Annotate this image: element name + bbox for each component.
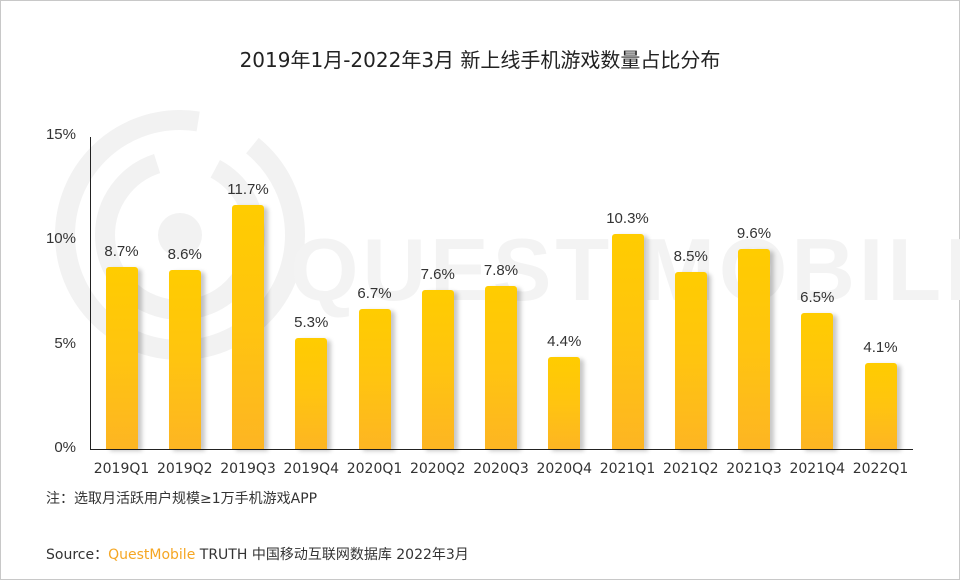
- x-tick-label: 2019Q2: [156, 461, 213, 477]
- y-axis: [90, 137, 91, 450]
- x-tick-label: 2021Q4: [789, 461, 846, 477]
- x-tick-label: 2021Q3: [726, 461, 782, 477]
- x-tick-label: 2019Q3: [220, 461, 276, 477]
- y-tick-label: 0%: [54, 439, 76, 456]
- x-tick-label: 2019Q1: [93, 461, 150, 477]
- x-tick-label: 2021Q1: [599, 461, 656, 477]
- bar-value-label: 7.6%: [420, 266, 455, 284]
- x-tick-label: 2021Q2: [662, 461, 719, 477]
- bar-value-label: 6.5%: [800, 289, 835, 307]
- bar-value-label: 5.3%: [294, 314, 329, 332]
- bar-value-label: 9.6%: [736, 224, 772, 242]
- bar-2019Q4: [295, 338, 328, 449]
- x-tick-label: 2019Q4: [283, 461, 340, 477]
- bar-2022Q1: [864, 363, 897, 449]
- source-line: Source：QuestMobile TRUTH 中国移动互联网数据库 2022…: [46, 544, 469, 564]
- bar-value-label: 7.8%: [483, 262, 519, 280]
- y-tick-label: 5%: [54, 334, 76, 352]
- bar-2020Q2: [421, 290, 454, 449]
- bar-2021Q2: [674, 271, 707, 449]
- footnote: 注：选取月活跃用户规模≥1万手机游戏APP: [46, 491, 318, 507]
- bar-value-label: 4.4%: [547, 333, 582, 351]
- source-rest: TRUTH 中国移动互联网数据库 2022年3月: [195, 547, 469, 563]
- source-prefix: Source：: [46, 547, 109, 563]
- bar-2019Q3: [232, 204, 264, 449]
- bar-2020Q1: [358, 309, 391, 449]
- bar-value-label: 6.7%: [357, 285, 392, 303]
- bar-value-label: 8.7%: [104, 243, 139, 261]
- chart-title: 2019年1月-2022年3月 新上线手机游戏数量占比分布: [239, 48, 721, 72]
- bar-value-label: 8.5%: [673, 247, 708, 265]
- y-tick-label: 10%: [45, 230, 76, 248]
- bar-2020Q4: [548, 357, 581, 449]
- bar-2021Q4: [801, 313, 834, 449]
- bar-value-label: 11.7%: [227, 180, 269, 198]
- x-tick-label: 2020Q4: [536, 461, 593, 477]
- x-axis: [90, 449, 913, 450]
- bar-value-label: 4.1%: [863, 339, 898, 357]
- bar-2021Q3: [738, 248, 770, 449]
- bar-2019Q2: [168, 269, 201, 449]
- source-brand: QuestMobile: [108, 547, 196, 563]
- x-tick-label: 2020Q1: [346, 461, 403, 477]
- x-tick-label: 2020Q2: [409, 461, 466, 477]
- bar-value-label: 8.6%: [167, 245, 202, 263]
- bar-value-label: 10.3%: [606, 210, 649, 228]
- bar-2021Q1: [611, 234, 644, 449]
- y-tick-label: 15%: [45, 126, 76, 143]
- x-tick-label: 2020Q3: [473, 461, 529, 477]
- bar-2019Q1: [105, 267, 138, 449]
- x-tick-label: 2022Q1: [852, 461, 909, 477]
- bar-2020Q3: [485, 286, 517, 449]
